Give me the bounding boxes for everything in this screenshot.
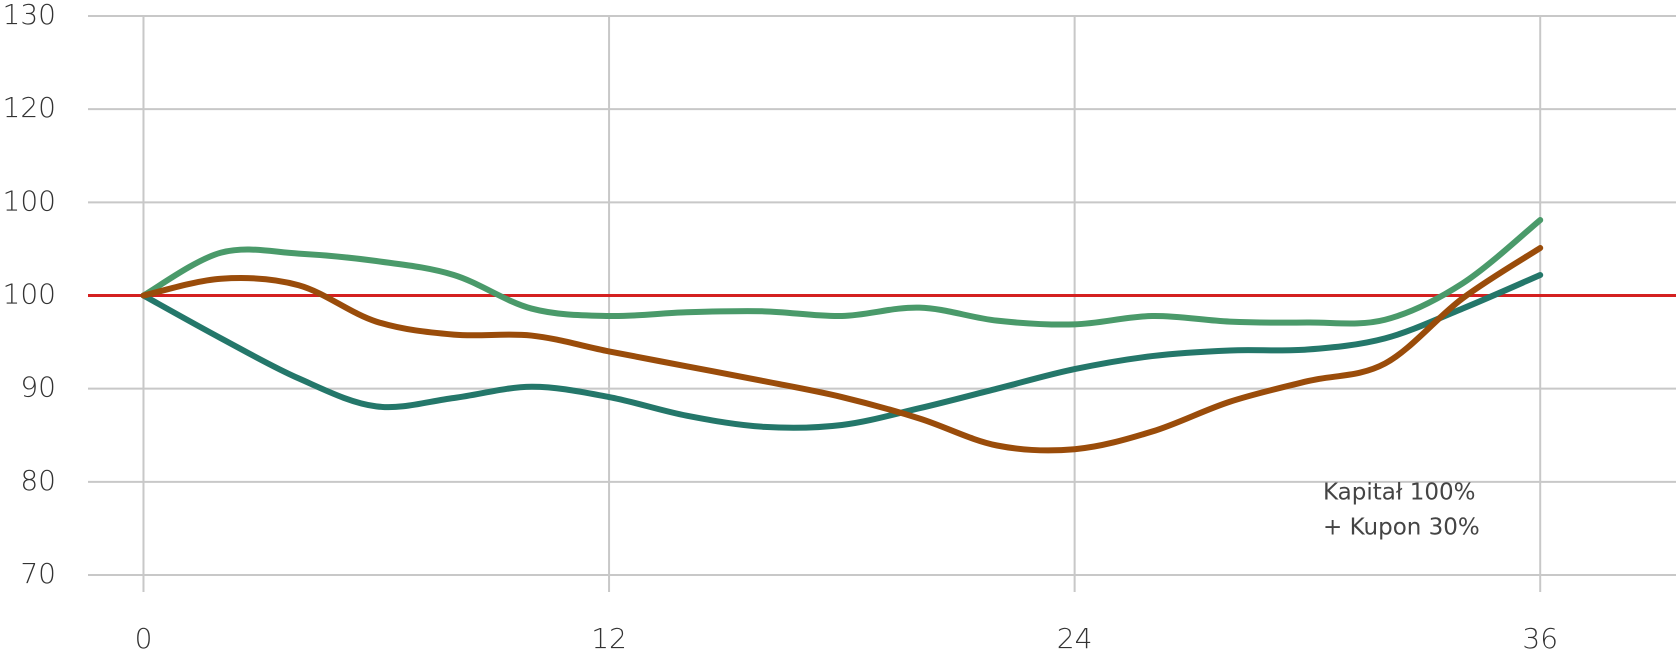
annotation: Kapitał 100% (1323, 480, 1475, 506)
y-tick-label: 70 (20, 557, 56, 590)
x-tick-label: 12 (591, 622, 627, 655)
series-line (140, 217, 1544, 328)
y-tick-label: 100 (3, 184, 56, 217)
series-line (140, 244, 1544, 454)
annotation: + Kupon 30% (1323, 515, 1480, 541)
y-tick-label: 120 (3, 91, 56, 124)
y-tick-label: 130 (3, 0, 56, 31)
y-tick-label: 100 (3, 278, 56, 311)
x-tick-label: 24 (1057, 622, 1093, 655)
series-line (140, 272, 1544, 431)
y-tick-label: 80 (20, 464, 56, 497)
y-tick-label: 90 (20, 371, 56, 404)
x-tick-label: 36 (1522, 622, 1558, 655)
x-tick-label: 0 (135, 622, 153, 655)
